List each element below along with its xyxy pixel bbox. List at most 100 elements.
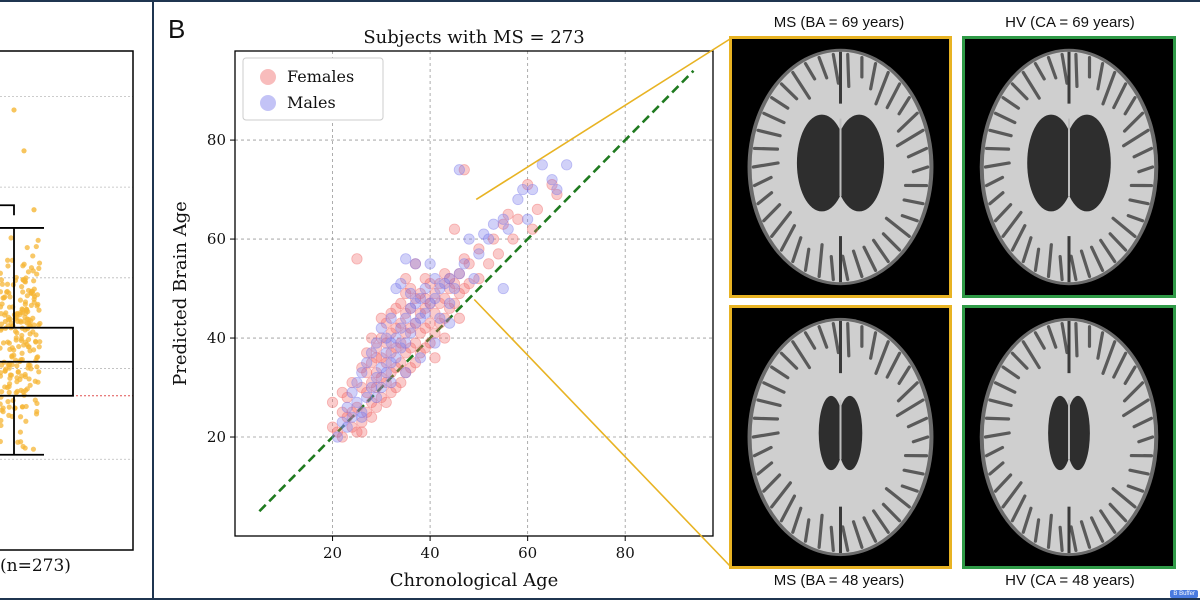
point-males xyxy=(424,297,436,309)
brain-sulcus xyxy=(869,331,878,360)
point-females xyxy=(400,347,412,359)
point-females xyxy=(439,292,451,305)
point-females xyxy=(444,273,456,285)
brain-sulcus xyxy=(885,351,902,379)
brain-sulcus xyxy=(1122,398,1150,418)
point-females xyxy=(400,273,412,285)
left-jitter-point xyxy=(23,418,29,424)
brain-sulcus xyxy=(1101,70,1117,106)
brain-sulcus xyxy=(1033,62,1046,81)
point-females xyxy=(448,223,461,235)
brain-sulcus xyxy=(846,52,851,88)
point-females xyxy=(385,386,397,399)
point-females xyxy=(370,342,383,354)
left-jitter-point xyxy=(20,289,26,295)
brain-sulcus xyxy=(1128,198,1150,206)
point-females xyxy=(434,297,446,309)
point-females xyxy=(375,352,387,364)
point-females xyxy=(370,401,383,413)
point-males xyxy=(356,411,368,423)
point-females xyxy=(365,376,378,389)
brain-ventricle-left xyxy=(796,114,847,212)
brain-sulcus xyxy=(803,518,811,543)
left-jitter-point xyxy=(32,338,39,344)
point-females xyxy=(414,287,426,300)
left-jitter-point xyxy=(23,403,29,410)
point-females xyxy=(473,243,485,255)
point-females xyxy=(385,307,397,319)
brain-sulcus xyxy=(1033,331,1046,350)
point-males xyxy=(341,421,353,433)
brain-sulcus xyxy=(770,365,790,380)
brain-sulcus xyxy=(1033,247,1041,272)
brain-sulcus xyxy=(881,502,902,523)
point-females xyxy=(400,307,412,319)
point-females xyxy=(502,208,514,220)
point-females xyxy=(346,376,358,389)
left-jitter-point xyxy=(36,369,42,375)
point-males xyxy=(517,183,529,196)
point-females xyxy=(404,282,417,295)
point-females xyxy=(365,332,378,344)
brain-sulcus xyxy=(1079,520,1092,549)
brain-sulcus xyxy=(1001,481,1023,509)
point-females xyxy=(356,362,368,374)
brain-sulcus xyxy=(1111,487,1137,509)
brain-sulcus xyxy=(841,525,850,552)
callout-line-top xyxy=(475,38,731,201)
left-jitter-point xyxy=(19,404,25,410)
point-females xyxy=(424,317,436,329)
left-jitter-point xyxy=(28,302,34,309)
point-males xyxy=(439,278,451,290)
point-males xyxy=(365,381,378,394)
left-plot-frame xyxy=(0,50,134,551)
point-females xyxy=(444,302,456,314)
left-jitter-point xyxy=(0,277,5,283)
point-females xyxy=(409,317,422,329)
x-tick-label-40: 40 xyxy=(421,544,440,562)
point-males xyxy=(400,367,412,379)
point-females xyxy=(380,396,392,408)
brain-sulcus xyxy=(791,70,812,100)
brain-sulcus xyxy=(846,322,851,358)
point-males xyxy=(380,367,392,379)
left-jitter-point xyxy=(6,389,12,396)
point-females xyxy=(429,352,441,364)
brain-sulcus xyxy=(831,52,840,85)
point-females xyxy=(419,322,431,334)
left-jitter-point xyxy=(25,287,32,294)
point-males xyxy=(536,159,548,171)
left-jitter-point xyxy=(35,237,41,243)
point-females xyxy=(400,287,412,300)
brain-image-ms-bottom xyxy=(747,317,934,557)
point-females xyxy=(458,253,470,265)
brain-sulcus xyxy=(896,111,919,133)
brain-sulcus xyxy=(1137,165,1155,174)
brain-sulcus xyxy=(1122,381,1145,403)
legend: Females Males xyxy=(242,57,384,121)
point-males xyxy=(370,337,383,349)
point-females xyxy=(331,426,344,438)
x-tick-label-20: 20 xyxy=(323,544,342,562)
brain-sulcus xyxy=(817,243,824,279)
point-females xyxy=(395,376,407,389)
brain-sulcus xyxy=(1021,70,1041,100)
point-females xyxy=(404,322,417,334)
left-jitter-point xyxy=(14,330,20,336)
left-jitter-point xyxy=(24,306,30,312)
left-jitter-point xyxy=(24,244,30,251)
left-jitter-point xyxy=(17,429,24,435)
point-males xyxy=(375,362,387,374)
brain-sulcus xyxy=(851,249,864,279)
point-males xyxy=(370,372,383,384)
brain-sulcus xyxy=(902,198,925,206)
brain-sulcus xyxy=(884,487,911,509)
left-jitter-point xyxy=(13,390,19,396)
brain-sulcus xyxy=(871,238,890,264)
brain-sulcus xyxy=(1123,365,1137,385)
point-males xyxy=(395,322,407,334)
left-jitter-point xyxy=(8,372,15,378)
brain-sulcus xyxy=(1089,516,1105,543)
brain-sulcus xyxy=(993,203,1013,223)
brain-sulcus xyxy=(756,191,774,206)
